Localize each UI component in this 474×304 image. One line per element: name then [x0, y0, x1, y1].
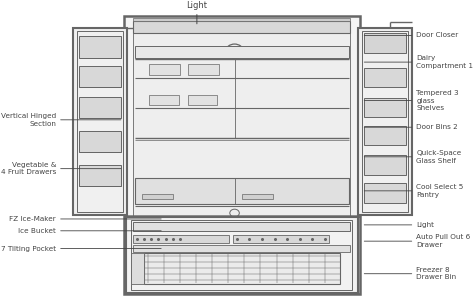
Bar [144, 253, 339, 284]
Text: Ice Bucket: Ice Bucket [18, 228, 56, 234]
Bar [242, 194, 273, 199]
Bar [116, 77, 120, 80]
Bar [77, 31, 123, 212]
Bar [133, 18, 350, 21]
Bar [364, 33, 406, 53]
Bar [188, 64, 219, 75]
Bar [358, 28, 412, 215]
Bar [126, 217, 358, 293]
Bar [79, 66, 121, 87]
Bar [124, 16, 360, 295]
Bar [149, 95, 179, 105]
Bar [233, 235, 329, 243]
Text: Light: Light [186, 1, 208, 10]
Bar [133, 21, 350, 33]
Text: 7 Tilting Pocket: 7 Tilting Pocket [1, 246, 56, 251]
Text: FZ Ice-Maker: FZ Ice-Maker [9, 216, 56, 222]
Bar [79, 97, 121, 118]
Bar [135, 46, 349, 58]
Text: Light: Light [416, 222, 434, 228]
Bar [135, 178, 349, 204]
Text: Dairy
Compartment 1: Dairy Compartment 1 [416, 55, 474, 69]
Bar [364, 78, 368, 81]
Bar [142, 225, 173, 229]
Bar [79, 131, 121, 152]
Text: Door Closer: Door Closer [416, 33, 458, 39]
Text: Freezer 8
Drawer Bin: Freezer 8 Drawer Bin [416, 267, 456, 281]
Text: Auto Pull Out 6
Drawer: Auto Pull Out 6 Drawer [416, 234, 471, 248]
Bar [364, 108, 368, 111]
Bar [133, 245, 350, 251]
Bar [133, 235, 228, 243]
Text: Door Bins 2: Door Bins 2 [416, 124, 458, 130]
Bar [135, 217, 349, 232]
Bar [131, 253, 144, 284]
Bar [362, 31, 408, 212]
Text: Tempered 3
glass
Shelves: Tempered 3 glass Shelves [416, 90, 459, 111]
Bar [364, 68, 406, 87]
Bar [142, 194, 173, 199]
Bar [364, 138, 368, 140]
Bar [116, 142, 120, 145]
Bar [131, 220, 352, 290]
Text: Vertical Hinged
Section: Vertical Hinged Section [1, 113, 56, 126]
Bar [79, 165, 121, 186]
Bar [364, 183, 406, 203]
Bar [364, 155, 406, 174]
Bar [149, 64, 181, 75]
Text: Vegetable &
4 Fruit Drawers: Vegetable & 4 Fruit Drawers [0, 162, 56, 175]
Bar [364, 126, 406, 145]
Bar [133, 222, 350, 231]
Text: Cool Select 5
Pantry: Cool Select 5 Pantry [416, 184, 464, 198]
Bar [73, 28, 127, 215]
Bar [364, 98, 406, 117]
Bar [116, 108, 120, 111]
Bar [79, 36, 121, 58]
Bar [133, 21, 350, 290]
Bar [242, 225, 273, 229]
Text: Quick-Space
Glass Shelf: Quick-Space Glass Shelf [416, 150, 462, 164]
Bar [188, 95, 217, 105]
Circle shape [229, 47, 240, 56]
